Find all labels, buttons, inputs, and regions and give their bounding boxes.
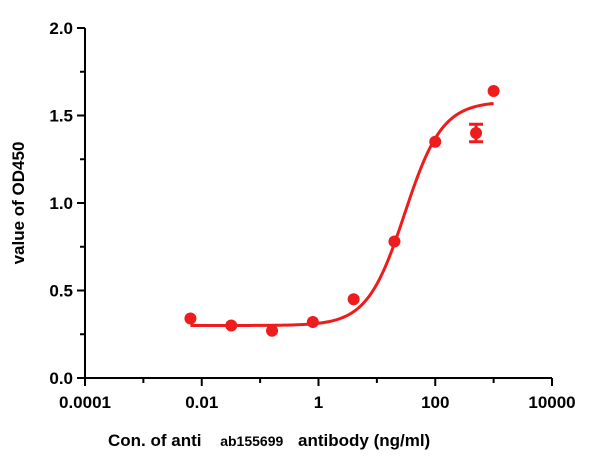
data-point xyxy=(470,127,483,139)
data-point xyxy=(429,135,442,148)
y-tick-label: 1.0 xyxy=(49,194,73,213)
data-point xyxy=(266,324,279,337)
x-axis-title-part-1: Con. of anti xyxy=(108,431,201,450)
y-tick-label: 2.0 xyxy=(49,19,73,38)
data-point xyxy=(306,316,319,328)
y-tick-label: 0.0 xyxy=(49,369,73,388)
points-layer xyxy=(184,85,500,337)
x-tick-label: 0.0001 xyxy=(59,393,111,412)
x-axis-title-part-3: antibody (ng/ml) xyxy=(298,431,430,450)
x-tick-label: 1 xyxy=(314,393,323,412)
y-tick-label: 0.5 xyxy=(49,282,73,301)
x-tick-label: 100 xyxy=(421,393,449,412)
axes xyxy=(84,28,552,379)
data-point xyxy=(388,235,401,248)
data-point xyxy=(487,85,500,97)
fit-curve xyxy=(190,101,494,327)
x-ticks: 0.0001 0.01 1 100 10000 xyxy=(59,378,576,412)
y-tick-label: 1.5 xyxy=(49,107,73,126)
data-point xyxy=(347,293,360,306)
data-point xyxy=(225,319,238,332)
x-axis-title: Con. of anti ab155699 antibody (ng/ml) xyxy=(108,431,430,450)
x-tick-label: 10000 xyxy=(528,393,575,412)
y-ticks: 0.0 0.5 1.0 1.5 2.0 xyxy=(49,19,85,388)
x-axis-title-part-2: ab155699 xyxy=(220,433,283,449)
y-axis-title: value of OD450 xyxy=(9,142,28,265)
x-tick-label: 0.01 xyxy=(185,393,218,412)
data-point xyxy=(184,312,197,325)
fit-layer xyxy=(190,101,494,327)
